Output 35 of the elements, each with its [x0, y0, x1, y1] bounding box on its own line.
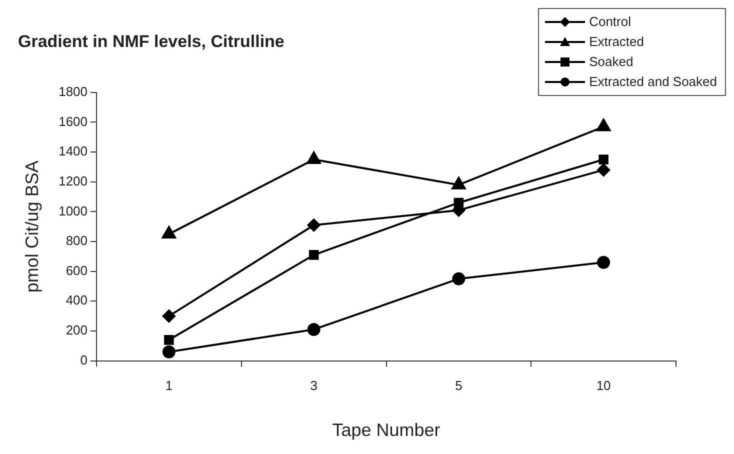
- point: [306, 152, 321, 164]
- point: [162, 226, 176, 239]
- x-tick-label: 1: [165, 378, 173, 394]
- point: [597, 163, 610, 176]
- y-tick-label: 600: [66, 262, 88, 278]
- legend-label: Control: [589, 13, 631, 31]
- point: [596, 118, 611, 132]
- y-tick-label: 0: [80, 352, 88, 368]
- y-tick-label: 400: [66, 292, 88, 308]
- y-tick-label: 800: [66, 233, 88, 248]
- y-tick-label: 1200: [58, 173, 88, 188]
- point: [452, 176, 466, 190]
- y-tick-label: 1400: [58, 144, 88, 159]
- x-tick-label: 5: [455, 378, 462, 394]
- point: [598, 154, 608, 164]
- legend-label: Extracted and Soaked: [589, 73, 717, 91]
- chart-title: Gradient in NMF levels, Citrulline: [18, 32, 284, 51]
- point: [162, 310, 176, 323]
- point: [162, 345, 176, 358]
- point: [308, 250, 319, 260]
- x-tick-label: 10: [596, 378, 611, 394]
- point: [164, 335, 174, 345]
- point: [307, 322, 320, 336]
- point: [307, 218, 320, 232]
- y-tick-label: 1000: [58, 203, 88, 218]
- legend-label: Extracted: [589, 33, 644, 51]
- y-axis-title: pmol Cit/ug BSA: [22, 160, 42, 293]
- x-axis-title: Tape Number: [332, 420, 440, 440]
- legend-label: Soaked: [589, 53, 634, 71]
- point: [452, 272, 466, 286]
- y-tick-label: 200: [66, 322, 88, 338]
- point: [597, 256, 610, 269]
- y-tick-label: 1600: [58, 114, 88, 129]
- x-tick-label: 3: [310, 378, 318, 394]
- y-tick-label: 1800: [58, 84, 88, 99]
